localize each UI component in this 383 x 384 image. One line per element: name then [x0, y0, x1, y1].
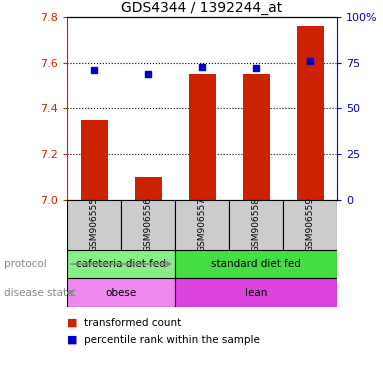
Text: cafeteria diet fed: cafeteria diet fed	[76, 259, 166, 269]
Text: GSM906556: GSM906556	[144, 197, 152, 252]
Text: protocol: protocol	[4, 259, 47, 269]
Text: GSM906559: GSM906559	[306, 197, 314, 252]
Text: GSM906555: GSM906555	[90, 197, 98, 252]
Bar	[175, 278, 337, 307]
Text: ■: ■	[67, 318, 77, 328]
Bar	[67, 200, 121, 250]
Bar	[188, 74, 216, 200]
Bar	[67, 278, 175, 307]
Bar	[80, 120, 108, 200]
Bar	[283, 200, 337, 250]
Bar	[296, 26, 324, 200]
Bar	[175, 200, 229, 250]
Bar	[121, 200, 175, 250]
Text: ■: ■	[67, 335, 77, 345]
Text: standard diet fed: standard diet fed	[211, 259, 301, 269]
Bar	[242, 74, 270, 200]
Text: percentile rank within the sample: percentile rank within the sample	[84, 335, 260, 345]
Text: GSM906558: GSM906558	[252, 197, 260, 252]
Text: disease state: disease state	[4, 288, 73, 298]
Bar	[175, 250, 337, 278]
Bar	[229, 200, 283, 250]
Text: transformed count: transformed count	[84, 318, 182, 328]
Bar	[67, 250, 175, 278]
Bar	[134, 177, 162, 200]
Text: obese: obese	[105, 288, 137, 298]
Text: GSM906557: GSM906557	[198, 197, 206, 252]
Title: GDS4344 / 1392244_at: GDS4344 / 1392244_at	[121, 1, 283, 15]
Text: lean: lean	[245, 288, 267, 298]
